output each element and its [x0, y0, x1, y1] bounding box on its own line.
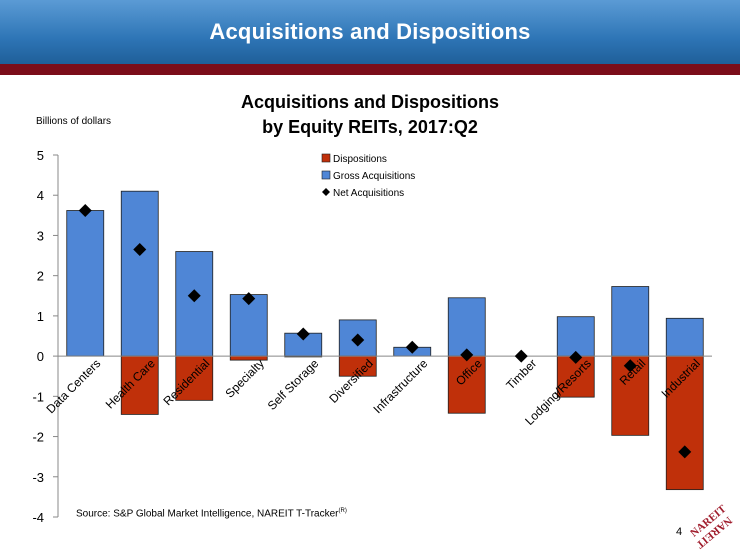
dispositions-bar: [665, 355, 704, 491]
chart-title: Acquisitions and Dispositions by Equity …: [150, 90, 590, 140]
nareit-logo: NAREIT NAREIT: [690, 502, 734, 551]
banner-stripe: [0, 64, 740, 75]
y-axis-unit-label: Billions of dollars: [36, 116, 112, 127]
net-acquisitions-marker: [78, 204, 92, 218]
dispositions-bar: [229, 355, 268, 361]
title-banner: Acquisitions and Dispositions: [0, 0, 740, 64]
x-category-label: Data Centers: [43, 356, 103, 416]
legend-label: Net Acquisitions: [333, 188, 404, 199]
acquisitions-bar: [175, 251, 214, 357]
legend-swatch: [321, 170, 331, 180]
y-tick-label: -3: [32, 470, 44, 485]
y-tick-label: 1: [37, 309, 44, 324]
chart-title-line-2: by Equity REITs, 2017:Q2: [262, 117, 478, 137]
source-superscript: (R): [338, 508, 347, 514]
net-acquisitions-marker: [296, 327, 310, 341]
source-text: Source: S&P Global Market Intelligence, …: [76, 508, 339, 520]
net-acquisitions-marker: [351, 333, 365, 347]
y-tick-label: -4: [32, 510, 44, 525]
legend-label: Dispositions: [333, 154, 387, 165]
page-number: 4: [676, 526, 683, 538]
x-category-label: Infrastructure: [370, 356, 430, 416]
net-acquisitions-marker: [460, 348, 474, 362]
x-category-label: Specialty: [223, 356, 267, 400]
acquisitions-bar: [665, 317, 704, 357]
dispositions-bar: [120, 355, 159, 415]
y-tick-label: 2: [37, 269, 44, 284]
net-acquisitions-marker: [133, 243, 147, 257]
legend-marker: [322, 188, 330, 196]
dispositions-bar: [447, 355, 486, 414]
chart-title-line-1: Acquisitions and Dispositions: [240, 92, 500, 112]
dispositions-bar: [175, 355, 214, 401]
y-tick-label: 4: [37, 188, 44, 203]
y-tick-label: -2: [32, 430, 44, 445]
y-tick-label: 0: [37, 349, 44, 364]
net-acquisitions-marker: [569, 350, 583, 364]
acquisitions-bar: [447, 297, 486, 357]
dispositions-bar: [556, 355, 595, 398]
legend-label: Gross Acquisitions: [333, 171, 415, 182]
net-acquisitions-marker: [514, 349, 528, 363]
net-acquisitions-marker: [187, 289, 201, 303]
y-tick-label: 5: [37, 148, 44, 163]
net-acquisitions-marker: [623, 359, 637, 373]
banner-title: Acquisitions and Dispositions: [209, 19, 531, 44]
x-category-label: Self Storage: [265, 356, 322, 413]
net-acquisitions-marker: [678, 445, 692, 459]
acquisitions-bar: [556, 316, 595, 357]
acquisitions-bar: [120, 190, 159, 357]
net-acquisitions-marker: [242, 292, 256, 306]
source-note: Source: S&P Global Market Intelligence, …: [76, 508, 347, 519]
acquisitions-bar: [611, 286, 650, 357]
net-acquisitions-marker: [405, 340, 419, 354]
acquisitions-bar: [66, 210, 105, 357]
y-tick-label: -1: [32, 389, 44, 404]
y-tick-label: 3: [37, 228, 44, 243]
legend-swatch: [321, 153, 331, 163]
